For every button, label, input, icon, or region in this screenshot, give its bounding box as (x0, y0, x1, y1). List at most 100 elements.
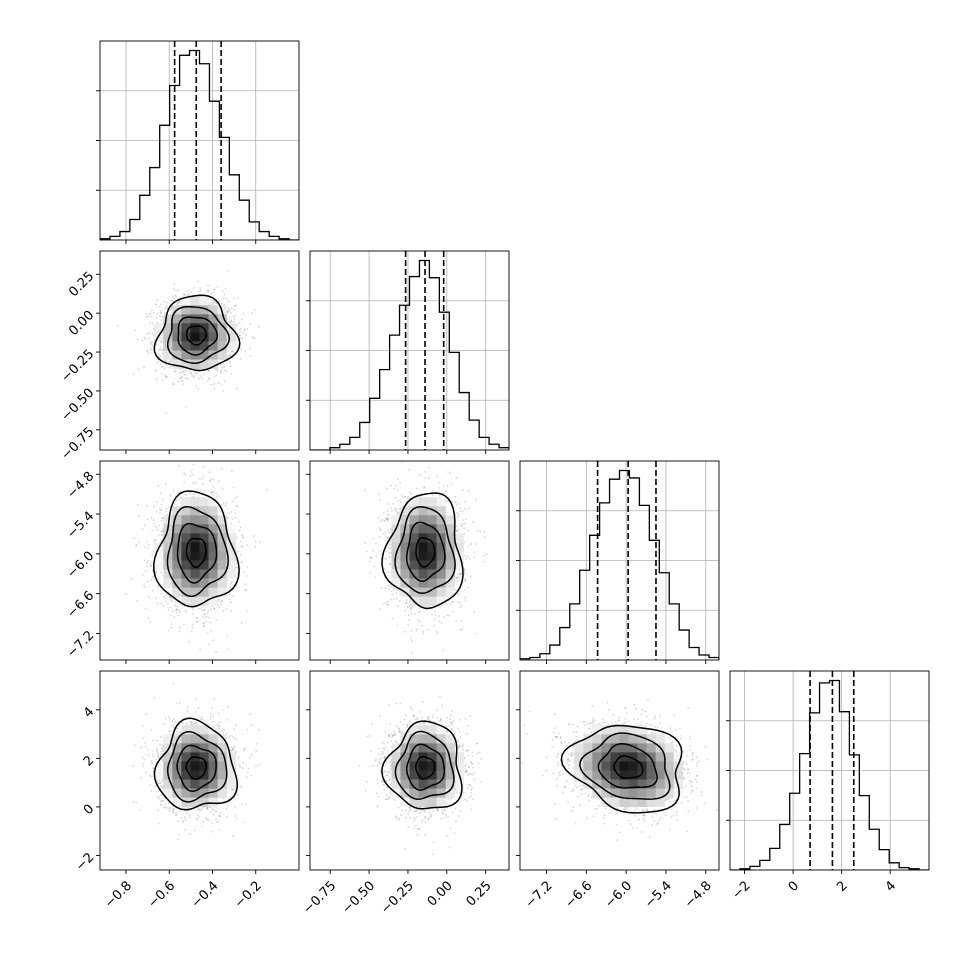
scatter-point (156, 299, 158, 302)
scatter-point (459, 572, 462, 575)
scatter-point (143, 336, 146, 339)
scatter-point (244, 329, 246, 331)
scatter-point (155, 597, 158, 600)
scatter-point (218, 606, 221, 609)
density-cell (172, 506, 182, 516)
scatter-point (160, 519, 163, 522)
density-cell (208, 578, 218, 588)
histogram-panel-0 (100, 41, 299, 240)
scatter-point (150, 309, 153, 312)
scatter-point (163, 300, 165, 303)
density-cell (217, 341, 227, 351)
scatter-point (207, 290, 210, 293)
scatter-point (221, 366, 224, 369)
scatter-point (208, 616, 211, 619)
scatter-point (175, 289, 178, 291)
scatter-point (192, 613, 195, 616)
scatter-point (242, 537, 245, 539)
scatter-point (213, 607, 215, 610)
scatter-point (394, 496, 397, 499)
scatter-point (225, 608, 228, 610)
scatter-point (132, 373, 135, 376)
scatter-point (197, 495, 200, 497)
scatter-point (213, 288, 216, 291)
scatter-point (175, 612, 178, 614)
histogram-step-0 (100, 49, 299, 240)
scatter-point (222, 502, 225, 505)
scatter-point (202, 625, 205, 628)
scatter-point (210, 477, 213, 480)
scatter-point (132, 537, 135, 540)
scatter-point (191, 624, 194, 626)
density-cell (226, 551, 236, 561)
scatter-point (222, 609, 225, 612)
density-cell (208, 551, 218, 561)
density-cell (181, 341, 191, 351)
scatter-point (180, 380, 183, 382)
scatter-point (149, 621, 151, 624)
scatter-point (143, 559, 146, 562)
density-cell (217, 578, 227, 588)
scatter-point (227, 307, 230, 310)
scatter-point (220, 364, 222, 366)
density-cell (190, 341, 200, 351)
scatter-point (395, 592, 398, 595)
scatter-point (196, 617, 199, 619)
scatter-point (174, 294, 177, 297)
scatter-point (191, 626, 194, 629)
density-cell (226, 524, 236, 534)
scatter-point (179, 377, 182, 380)
scatter-point (156, 316, 158, 319)
density-cell (172, 341, 182, 351)
scatter-point (416, 628, 419, 630)
scatter-point (232, 581, 235, 584)
density-cell (181, 524, 191, 534)
contour-level-2 (166, 505, 230, 598)
density-cell (208, 587, 218, 597)
scatter-point (153, 311, 155, 314)
scatter-point (158, 353, 160, 356)
scatter-point (235, 566, 238, 569)
density-cell (181, 359, 191, 369)
scatter-point (141, 528, 144, 531)
scatter-point (230, 354, 232, 357)
scatter-point (457, 528, 460, 531)
scatter-point (213, 607, 216, 610)
scatter-point (230, 373, 233, 376)
scatter-point (178, 610, 181, 613)
density-cell (190, 296, 200, 306)
scatter-point (226, 635, 229, 638)
density-cell (181, 551, 191, 561)
scatter-point (222, 290, 224, 293)
scatter-point (233, 305, 236, 308)
scatter-point (162, 604, 164, 607)
scatter-point (198, 377, 201, 380)
scatter-point (459, 628, 462, 631)
scatter-point (192, 376, 195, 379)
scatter-point (146, 333, 149, 336)
scatter-point (150, 561, 153, 564)
scatter-point (230, 321, 232, 324)
scatter-point (135, 543, 138, 546)
scatter-point (201, 609, 204, 612)
scatter-point (456, 581, 459, 583)
scatter-point (194, 372, 197, 374)
scatter-point (177, 289, 180, 292)
contour-level-0 (185, 537, 207, 568)
density-cell (163, 542, 173, 552)
scatter-point (232, 595, 234, 598)
scatter-point (176, 302, 179, 305)
scatter-point (161, 352, 164, 354)
scatter-point (230, 581, 233, 583)
density-cell (190, 506, 200, 516)
scatter-point (225, 502, 228, 504)
density-cell (208, 524, 218, 534)
scatter-point (205, 621, 208, 623)
histogram-step-2 (520, 469, 719, 660)
scatter-point (170, 306, 173, 309)
scatter-point (194, 493, 197, 496)
density-cell (172, 332, 182, 342)
scatter-point (238, 328, 241, 331)
scatter-point (220, 603, 223, 605)
scatter-point (158, 356, 161, 358)
